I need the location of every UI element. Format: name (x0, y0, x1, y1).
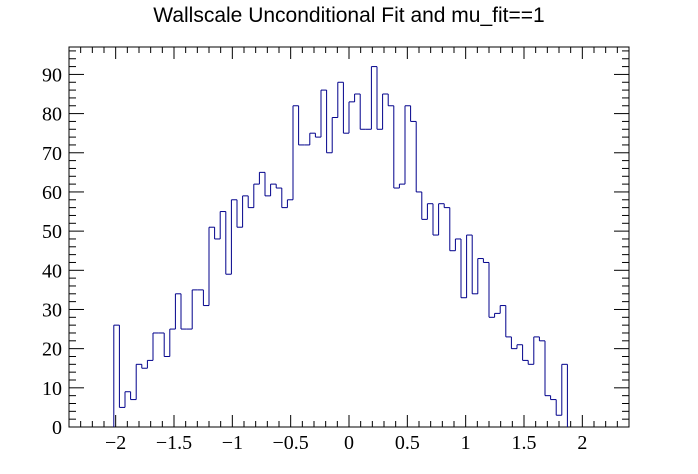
y-tick-label: 40 (42, 260, 62, 282)
y-tick-label: 70 (42, 143, 62, 165)
x-tick-labels: −2 −1.5 −1 −0.5 0 0.5 1 1.5 2 (105, 432, 587, 454)
y-tick-label: 0 (52, 417, 62, 439)
x-tick-label: 2 (577, 432, 587, 454)
x-tick-label: −1.5 (156, 432, 192, 454)
x-tick-label: 0 (344, 432, 354, 454)
x-tick-label: −1 (222, 432, 243, 454)
x-tick-label: 0.5 (395, 432, 420, 454)
x-tick-label: −0.5 (273, 432, 309, 454)
x-tick-label: 1.5 (512, 432, 537, 454)
y-tick-labels: 0 10 20 30 40 50 60 70 80 90 (42, 64, 62, 439)
x-tick-label: −2 (105, 432, 126, 454)
histogram-bins (113, 66, 568, 427)
x-tick-label: 1 (461, 432, 471, 454)
y-tick-label: 30 (42, 299, 62, 321)
chart-title: Wallscale Unconditional Fit and mu_fit==… (153, 4, 545, 27)
y-tick-label: 20 (42, 339, 62, 361)
y-tick-label: 10 (42, 378, 62, 400)
axis-ticks (69, 47, 629, 428)
y-tick-label: 50 (42, 221, 62, 243)
y-tick-label: 90 (42, 64, 62, 86)
y-tick-label: 80 (42, 104, 62, 126)
y-tick-label: 60 (42, 182, 62, 204)
